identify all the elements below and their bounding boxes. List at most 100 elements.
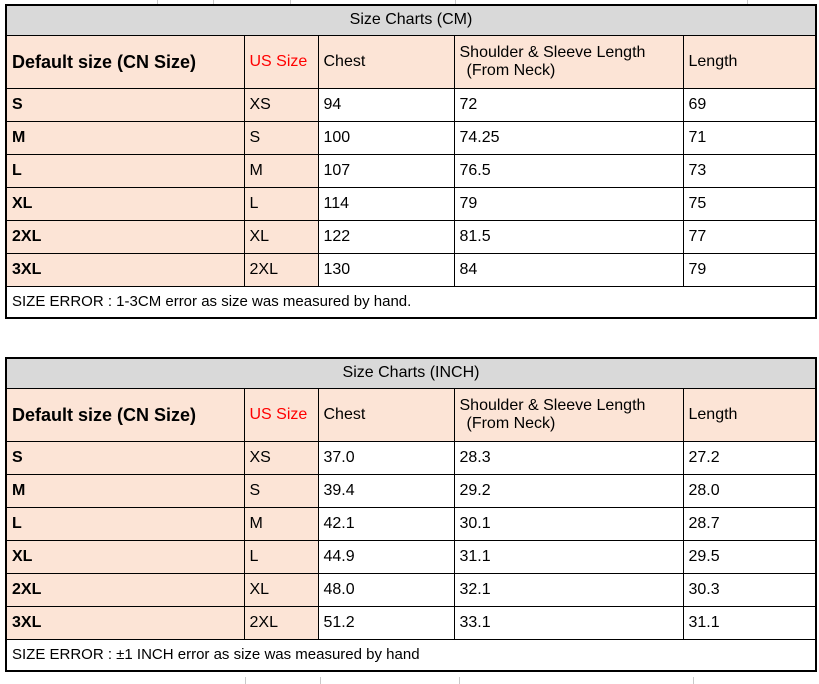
cell-chest: 42.1 [317,507,455,541]
cell-us-size: S [243,474,319,508]
cell-length: 29.5 [682,540,817,574]
cell-us-size: XS [243,88,319,122]
cell-chest: 37.0 [317,441,455,475]
header-length: Length [682,35,817,89]
size-chart-table-cm: Size Charts (CM) Default size (CN Size) … [5,4,817,319]
cell-shoulder-sleeve: 72 [453,88,684,122]
cell-chest: 51.2 [317,606,455,640]
cell-length: 77 [682,220,817,254]
header-shoulder-line2: (From Neck) [466,415,556,432]
cell-shoulder-sleeve: 84 [453,253,684,287]
cell-chest: 48.0 [317,573,455,607]
cell-chest: 107 [317,154,455,188]
table-row: 2XL XL 122 81.5 77 [5,220,817,254]
size-chart-table-inch: Size Charts (INCH) Default size (CN Size… [5,357,817,672]
cell-shoulder-sleeve: 76.5 [453,154,684,188]
cell-us-size: 2XL [243,606,319,640]
cell-cn-size: M [5,474,245,508]
table-row: XL L 44.9 31.1 29.5 [5,540,817,574]
cell-cn-size: XL [5,187,245,221]
gridline-tick [245,677,246,684]
table-footer-row: SIZE ERROR : ±1 INCH error as size was m… [5,639,817,672]
cell-chest: 114 [317,187,455,221]
cell-us-size: XS [243,441,319,475]
gridline-tick [747,0,748,4]
table-row: S XS 37.0 28.3 27.2 [5,441,817,475]
cell-cn-size: 3XL [5,253,245,287]
table-row: 3XL 2XL 51.2 33.1 31.1 [5,606,817,640]
cell-us-size: XL [243,573,319,607]
cell-cn-size: L [5,154,245,188]
header-chest: Chest [317,35,455,89]
cell-chest: 122 [317,220,455,254]
table-row: M S 100 74.25 71 [5,121,817,155]
header-length: Length [682,388,817,442]
table-title-cm: Size Charts (CM) [5,4,817,36]
cell-cn-size: 2XL [5,220,245,254]
cell-shoulder-sleeve: 81.5 [453,220,684,254]
cell-cn-size: XL [5,540,245,574]
header-us-size: US Size [243,388,319,442]
cell-cn-size: L [5,507,245,541]
cell-cn-size: 3XL [5,606,245,640]
cell-length: 71 [682,121,817,155]
table-row: L M 42.1 30.1 28.7 [5,507,817,541]
cell-chest: 130 [317,253,455,287]
cell-cn-size: S [5,441,245,475]
cell-length: 69 [682,88,817,122]
cell-shoulder-sleeve: 33.1 [453,606,684,640]
cell-shoulder-sleeve: 30.1 [453,507,684,541]
table-title-row: Size Charts (INCH) [5,357,817,389]
cell-length: 31.1 [682,606,817,640]
gridline-tick [693,677,694,684]
cell-length: 73 [682,154,817,188]
cell-length: 75 [682,187,817,221]
cell-us-size: 2XL [243,253,319,287]
cell-us-size: S [243,121,319,155]
table-row: M S 39.4 29.2 28.0 [5,474,817,508]
cell-chest: 94 [317,88,455,122]
header-shoulder-line1: Shoulder & Sleeve Length [459,396,646,414]
table-row: S XS 94 72 69 [5,88,817,122]
table-footer-row: SIZE ERROR : 1-3CM error as size was mea… [5,286,817,319]
header-shoulder-line1: Shoulder & Sleeve Length [459,43,646,61]
cell-length: 27.2 [682,441,817,475]
table-body-inch: S XS 37.0 28.3 27.2 M S 39.4 29.2 28.0 L M 42.1 30.1 2… [5,441,817,640]
cell-us-size: M [243,154,319,188]
header-shoulder-line2: (From Neck) [466,62,556,79]
cell-cn-size: 2XL [5,573,245,607]
cell-us-size: M [243,507,319,541]
size-error-note-inch: SIZE ERROR : ±1 INCH error as size was m… [5,639,817,672]
cell-chest: 39.4 [317,474,455,508]
cell-length: 79 [682,253,817,287]
table-row: 2XL XL 48.0 32.1 30.3 [5,573,817,607]
header-chest: Chest [317,388,455,442]
cell-us-size: L [243,540,319,574]
table-title-inch: Size Charts (INCH) [5,357,817,389]
gridline-tick [455,0,456,4]
cell-us-size: XL [243,220,319,254]
cell-length: 28.0 [682,474,817,508]
gridline-tick [459,677,460,684]
cell-length: 28.7 [682,507,817,541]
cell-shoulder-sleeve: 79 [453,187,684,221]
gridline-tick [157,0,158,4]
table-row: 3XL 2XL 130 84 79 [5,253,817,287]
cell-cn-size: S [5,88,245,122]
gridline-tick [290,0,291,4]
cell-us-size: L [243,187,319,221]
table-body-cm: S XS 94 72 69 M S 100 74.25 71 L M 107 76.5 73 XL L 114 79… [5,88,817,287]
cell-shoulder-sleeve: 28.3 [453,441,684,475]
table-title-row: Size Charts (CM) [5,4,817,36]
cell-shoulder-sleeve: 31.1 [453,540,684,574]
gridline-tick [320,677,321,684]
table-row: XL L 114 79 75 [5,187,817,221]
gridline-tick [213,0,214,4]
size-error-note-cm: SIZE ERROR : 1-3CM error as size was mea… [5,286,817,319]
cell-chest: 100 [317,121,455,155]
header-shoulder-sleeve: Shoulder & Sleeve Length (From Neck) [453,388,684,442]
cell-cn-size: M [5,121,245,155]
header-shoulder-sleeve: Shoulder & Sleeve Length (From Neck) [453,35,684,89]
cell-shoulder-sleeve: 32.1 [453,573,684,607]
